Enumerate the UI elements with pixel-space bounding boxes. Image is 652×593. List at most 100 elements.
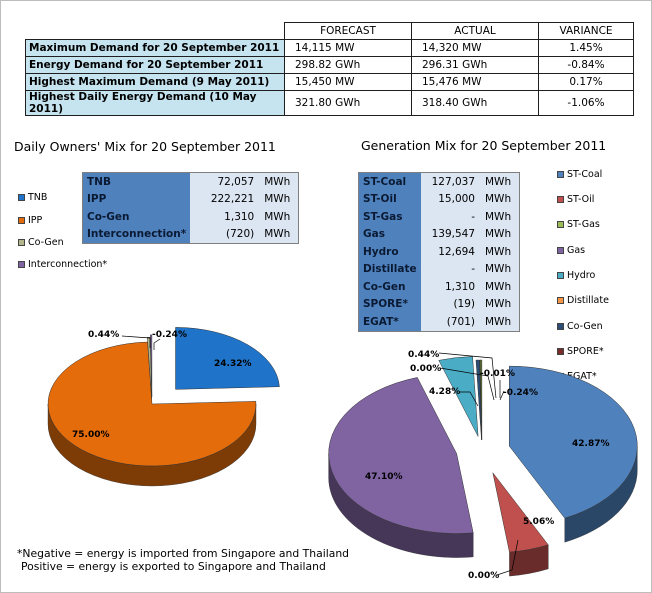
legend-item: Interconnection* bbox=[18, 259, 107, 270]
legend-label: Interconnection* bbox=[28, 259, 108, 270]
mix-unit: MWh bbox=[258, 208, 299, 226]
legend-item: Co-Gen bbox=[557, 321, 603, 332]
data-label-egat: -0.24% bbox=[503, 388, 538, 398]
table-row: ST-Coal 127,037 MWh bbox=[359, 173, 519, 191]
leader-line-co-gen bbox=[121, 335, 151, 348]
mix-value: (701) bbox=[421, 313, 479, 331]
table-row: ST-Gas - MWh bbox=[359, 208, 519, 226]
mix-name: TNB bbox=[83, 173, 191, 191]
mix-name: Interconnection* bbox=[83, 225, 191, 243]
mix-unit: MWh bbox=[479, 243, 519, 261]
legend-item: ST-Oil bbox=[557, 194, 594, 205]
mix-unit: MWh bbox=[479, 225, 519, 243]
mix-unit: MWh bbox=[479, 190, 519, 208]
legend-swatch-gas bbox=[557, 247, 564, 254]
mix-name: Co-Gen bbox=[83, 208, 191, 226]
generation-mix-table: ST-Coal 127,037 MWh ST-Oil 15,000 MWh ST-Gas… bbox=[358, 172, 520, 332]
mix-name: Gas bbox=[359, 225, 421, 243]
data-label-st-gas: 0.00% bbox=[468, 571, 499, 581]
data-label-ipp: 75.00% bbox=[72, 430, 110, 440]
mix-value: 1,310 bbox=[190, 208, 259, 226]
legend-swatch-tnb bbox=[18, 194, 25, 201]
mix-name: ST-Coal bbox=[359, 173, 421, 191]
mix-value: 139,547 bbox=[421, 225, 479, 243]
footnote-line-2: Positive = energy is exported to Singapo… bbox=[21, 560, 326, 573]
legend-label: EGAT* bbox=[567, 371, 597, 382]
leader-line-egat bbox=[499, 390, 505, 401]
mix-value: 222,221 bbox=[190, 190, 259, 208]
table-row: SPORE* (19) MWh bbox=[359, 295, 519, 313]
row-label: Highest Maximum Demand (9 May 2011) bbox=[25, 72, 285, 91]
legend-label: ST-Oil bbox=[567, 194, 595, 205]
legend-swatch-st-gas bbox=[557, 221, 564, 228]
mix-unit: MWh bbox=[479, 173, 519, 191]
data-label-co-gen: 0.44% bbox=[408, 350, 439, 360]
data-label-distillate: 0.00% bbox=[410, 364, 441, 374]
mix-name: Hydro bbox=[359, 243, 421, 261]
data-label-st-coal: 42.87% bbox=[572, 439, 610, 449]
mix-value: (19) bbox=[421, 295, 479, 313]
legend-item: Hydro bbox=[557, 270, 595, 281]
data-label-interconnection: -0.24% bbox=[152, 330, 187, 340]
table-row: Energy Demand for 20 September 2011 298.… bbox=[25, 55, 634, 74]
legend-label: IPP bbox=[28, 215, 43, 226]
table-row: Distillate - MWh bbox=[359, 260, 519, 278]
forecast-value: 321.80 GWh bbox=[284, 89, 412, 116]
forecast-header: FORECAST bbox=[284, 22, 412, 40]
variance-value: -1.06% bbox=[538, 89, 634, 116]
mix-unit: MWh bbox=[258, 190, 299, 208]
table-row: TNB 72,057 MWh bbox=[83, 173, 299, 191]
generation-mix-title: Generation Mix for 20 September 2011 bbox=[361, 138, 607, 153]
mix-value: 72,057 bbox=[190, 173, 259, 191]
table-row: Co-Gen 1,310 MWh bbox=[359, 278, 519, 296]
pie-slice-ipp bbox=[47, 341, 257, 467]
mix-unit: MWh bbox=[479, 260, 519, 278]
legend-label: ST-Coal bbox=[567, 169, 603, 180]
mix-name: SPORE* bbox=[359, 295, 421, 313]
legend-item: IPP bbox=[18, 215, 42, 226]
mix-unit: MWh bbox=[258, 173, 299, 191]
footnote: *Negative = energy is imported from Sing… bbox=[17, 547, 349, 573]
legend-swatch-distillate bbox=[557, 297, 564, 304]
data-label-gas: 47.10% bbox=[365, 472, 403, 482]
data-label-tnb: 24.32% bbox=[214, 359, 252, 369]
mix-name: ST-Gas bbox=[359, 208, 421, 226]
mix-unit: MWh bbox=[479, 278, 519, 296]
legend-swatch-spore bbox=[557, 348, 564, 355]
demand-summary-table: FORECAST ACTUAL VARIANCE Maximum Demand … bbox=[25, 22, 634, 116]
leader-line-st-gas bbox=[496, 539, 519, 576]
variance-value: -0.84% bbox=[538, 55, 634, 74]
legend-label: ST-Gas bbox=[567, 219, 600, 230]
variance-value: 0.17% bbox=[538, 72, 634, 91]
legend-swatch-cogen bbox=[18, 239, 25, 246]
legend-item: TNB bbox=[18, 192, 47, 203]
mix-value: 12,694 bbox=[421, 243, 479, 261]
mix-value: (720) bbox=[190, 225, 259, 243]
mix-name: IPP bbox=[83, 190, 191, 208]
legend-item: ST-Coal bbox=[557, 169, 602, 180]
mix-value: 127,037 bbox=[421, 173, 479, 191]
legend-item: Distillate bbox=[557, 295, 609, 306]
legend-swatch-interconnection bbox=[18, 261, 25, 268]
legend-swatch-st-coal bbox=[557, 171, 564, 178]
mix-value: 1,310 bbox=[421, 278, 479, 296]
legend-swatch-st-oil bbox=[557, 196, 564, 203]
pie-slice-tnb bbox=[175, 327, 280, 390]
legend-label: Gas bbox=[567, 245, 586, 256]
mix-name: ST-Oil bbox=[359, 190, 421, 208]
mix-name: EGAT* bbox=[359, 313, 421, 331]
table-row: IPP 222,221 MWh bbox=[83, 190, 299, 208]
legend-label: SPORE* bbox=[567, 346, 604, 357]
mix-name: Co-Gen bbox=[359, 278, 421, 296]
legend-item: ST-Gas bbox=[557, 219, 600, 230]
actual-value: 296.31 GWh bbox=[411, 55, 539, 74]
summary-header-row: FORECAST ACTUAL VARIANCE bbox=[26, 22, 634, 40]
data-label-hydro: 4.28% bbox=[429, 387, 460, 397]
legend-swatch-hydro bbox=[557, 272, 564, 279]
pie-slice-st-coal bbox=[509, 365, 638, 519]
legend-label: Co-Gen bbox=[567, 321, 603, 332]
table-row: Hydro 12,694 MWh bbox=[359, 243, 519, 261]
owners-mix-table: TNB 72,057 MWh IPP 222,221 MWh Co-Gen 1,310 MW… bbox=[82, 172, 300, 244]
legend-item: Co-Gen bbox=[18, 237, 64, 248]
mix-unit: MWh bbox=[479, 295, 519, 313]
